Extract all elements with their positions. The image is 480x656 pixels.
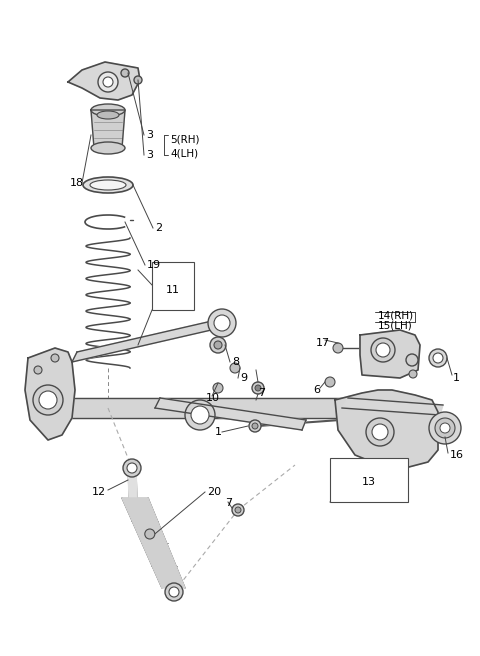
Circle shape — [34, 366, 42, 374]
Circle shape — [376, 343, 390, 357]
Text: 5(RH): 5(RH) — [170, 135, 200, 145]
Text: 11: 11 — [166, 285, 180, 295]
Text: 12: 12 — [92, 487, 106, 497]
Text: 2: 2 — [155, 223, 162, 233]
Circle shape — [366, 418, 394, 446]
Polygon shape — [155, 398, 306, 430]
Circle shape — [235, 507, 241, 513]
Ellipse shape — [91, 142, 125, 154]
Bar — [330, 458, 408, 502]
Circle shape — [440, 423, 450, 433]
Circle shape — [325, 377, 335, 387]
Polygon shape — [360, 330, 420, 378]
Bar — [152, 262, 194, 310]
Polygon shape — [342, 398, 443, 415]
Text: 1: 1 — [215, 427, 222, 437]
Text: 3: 3 — [146, 130, 153, 140]
Text: 4(LH): 4(LH) — [170, 148, 198, 158]
Ellipse shape — [83, 177, 133, 193]
Polygon shape — [72, 318, 225, 362]
Circle shape — [121, 69, 129, 77]
Circle shape — [409, 370, 417, 378]
Text: 1: 1 — [453, 373, 460, 383]
Text: 8: 8 — [232, 357, 239, 367]
Polygon shape — [91, 110, 125, 148]
Circle shape — [333, 343, 343, 353]
Text: 18: 18 — [70, 178, 84, 188]
Circle shape — [406, 354, 418, 366]
Circle shape — [191, 406, 209, 424]
Circle shape — [213, 383, 223, 393]
Circle shape — [39, 391, 57, 409]
Circle shape — [145, 529, 155, 539]
Circle shape — [98, 72, 118, 92]
Text: 15(LH): 15(LH) — [378, 320, 413, 330]
Circle shape — [185, 400, 215, 430]
Circle shape — [214, 315, 230, 331]
Circle shape — [169, 587, 179, 597]
Polygon shape — [68, 62, 140, 100]
Polygon shape — [128, 468, 137, 498]
Circle shape — [33, 385, 63, 415]
Text: 7: 7 — [225, 498, 232, 508]
Ellipse shape — [90, 180, 126, 190]
Text: 3: 3 — [146, 150, 153, 160]
Polygon shape — [335, 390, 438, 468]
Circle shape — [127, 463, 137, 473]
Text: 14(RH): 14(RH) — [378, 310, 414, 320]
Text: 20: 20 — [207, 487, 221, 497]
Circle shape — [255, 385, 261, 391]
Circle shape — [103, 77, 113, 87]
Text: 17: 17 — [316, 338, 330, 348]
Text: 10: 10 — [206, 393, 220, 403]
Circle shape — [429, 412, 461, 444]
Circle shape — [435, 418, 455, 438]
Circle shape — [249, 420, 261, 432]
Circle shape — [210, 337, 226, 353]
Text: 6: 6 — [313, 385, 320, 395]
Circle shape — [51, 354, 59, 362]
Text: 7: 7 — [258, 388, 265, 398]
Circle shape — [429, 349, 447, 367]
Circle shape — [252, 423, 258, 429]
Circle shape — [252, 382, 264, 394]
Polygon shape — [25, 348, 75, 440]
Polygon shape — [122, 498, 185, 588]
Circle shape — [232, 504, 244, 516]
Circle shape — [165, 583, 183, 601]
Circle shape — [371, 338, 395, 362]
Text: 9: 9 — [240, 373, 247, 383]
Ellipse shape — [91, 104, 125, 116]
Polygon shape — [55, 398, 365, 418]
Ellipse shape — [97, 111, 119, 119]
Text: 19: 19 — [147, 260, 161, 270]
Circle shape — [123, 459, 141, 477]
Circle shape — [134, 76, 142, 84]
Circle shape — [433, 353, 443, 363]
Circle shape — [230, 363, 240, 373]
Circle shape — [208, 309, 236, 337]
Circle shape — [214, 341, 222, 349]
Text: 16: 16 — [450, 450, 464, 460]
Circle shape — [372, 424, 388, 440]
Text: 13: 13 — [362, 477, 376, 487]
